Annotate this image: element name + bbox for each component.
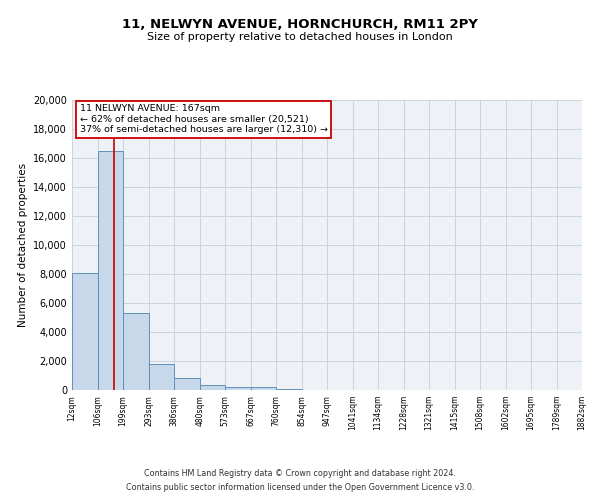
Text: Contains HM Land Registry data © Crown copyright and database right 2024.: Contains HM Land Registry data © Crown c… <box>144 468 456 477</box>
Bar <box>72 272 98 390</box>
Bar <box>200 385 225 390</box>
Bar <box>174 378 200 390</box>
Text: Size of property relative to detached houses in London: Size of property relative to detached ho… <box>147 32 453 42</box>
Bar <box>276 388 302 390</box>
Bar <box>251 387 276 390</box>
Text: Contains public sector information licensed under the Open Government Licence v3: Contains public sector information licen… <box>126 484 474 492</box>
Bar <box>225 387 251 390</box>
Y-axis label: Number of detached properties: Number of detached properties <box>18 163 28 327</box>
Text: 11 NELWYN AVENUE: 167sqm
← 62% of detached houses are smaller (20,521)
37% of se: 11 NELWYN AVENUE: 167sqm ← 62% of detach… <box>80 104 328 134</box>
Bar <box>123 313 149 390</box>
Bar <box>98 151 123 390</box>
Text: 11, NELWYN AVENUE, HORNCHURCH, RM11 2PY: 11, NELWYN AVENUE, HORNCHURCH, RM11 2PY <box>122 18 478 30</box>
Bar <box>149 364 174 390</box>
